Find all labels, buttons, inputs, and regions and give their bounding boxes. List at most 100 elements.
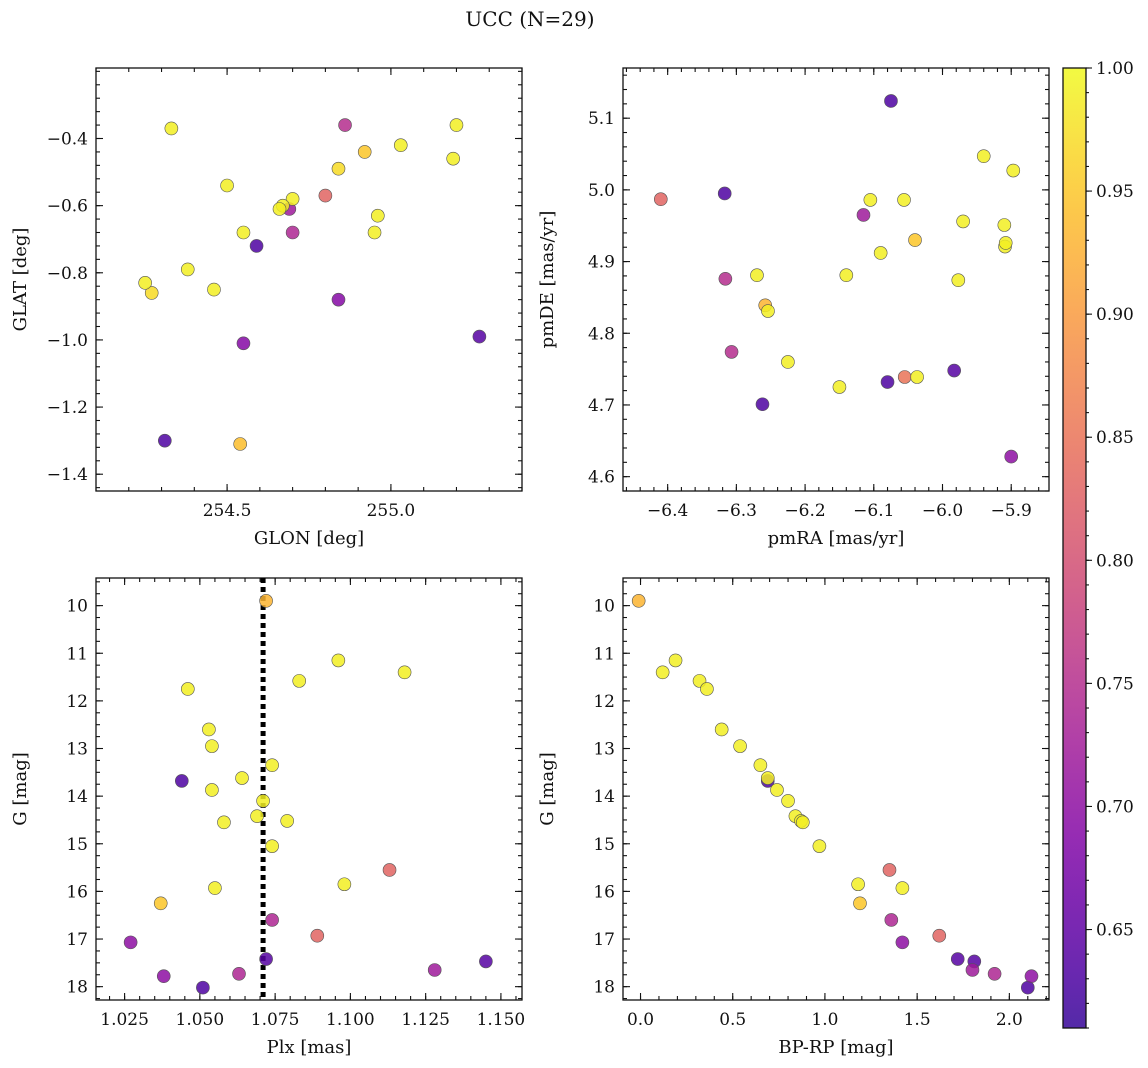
data-point [700, 682, 714, 696]
data-point [357, 145, 372, 159]
data-point [631, 594, 646, 608]
data-point [249, 239, 264, 253]
data-point [285, 192, 300, 206]
y-tick-label: 18 [593, 978, 615, 998]
data-point [812, 839, 827, 853]
data-point [856, 208, 871, 222]
y-tick-label: −1.4 [47, 465, 88, 485]
data-point [331, 653, 346, 668]
y-tick-label: 12 [593, 692, 615, 712]
data-point [733, 739, 747, 753]
data-point [196, 980, 210, 995]
data-point [153, 896, 168, 911]
data-point [910, 370, 924, 384]
data-point [331, 292, 346, 307]
x-tick-label: −6.0 [922, 501, 963, 521]
data-point [217, 815, 231, 830]
y-tick-label: 18 [66, 978, 88, 998]
y-tick-label: 14 [66, 787, 88, 807]
data-point [331, 161, 346, 176]
colorbar-tick-label: 0.80 [1096, 551, 1134, 571]
data-point [180, 262, 195, 277]
figure-title: UCC (N=29) [465, 7, 594, 31]
y-tick-label: 5.1 [588, 109, 615, 129]
x-tick-label: −5.9 [991, 501, 1032, 521]
data-point [832, 380, 847, 394]
data-point [123, 935, 138, 950]
data-point [205, 739, 219, 753]
y-tick-label: 14 [593, 787, 615, 807]
data-point [446, 151, 460, 166]
y-tick-label: 4.8 [588, 324, 615, 344]
y-tick-label: −1.2 [47, 398, 88, 418]
panel-pmra-pmde: −6.4 −6.3 −6.2 −6.1 −6.0 −5.9 4.6 4.7 4.8 4.9 5.0 5… [537, 67, 1050, 549]
plot-frame [95, 67, 523, 492]
colorbar-tick-label: 1.00 [1096, 59, 1134, 79]
data-point [479, 954, 493, 969]
colorbar-gradient [1063, 68, 1086, 1028]
data-point [236, 225, 251, 240]
data-point [318, 188, 333, 203]
data-point [895, 881, 910, 895]
data-point [951, 273, 966, 288]
x-tick-label: 1.050 [176, 1010, 225, 1030]
data-point [950, 952, 965, 966]
y-tick-label: 4.9 [588, 253, 615, 273]
data-point [655, 665, 670, 680]
x-tick-label: 0.0 [627, 1010, 654, 1030]
colorbar-tick-label: 0.75 [1096, 674, 1134, 694]
y-axis-title: G [mag] [10, 752, 31, 825]
y-tick-label: 10 [66, 597, 88, 617]
y-tick-label: −0.6 [47, 197, 88, 217]
data-point [472, 329, 487, 344]
data-point [932, 928, 947, 943]
data-point [863, 193, 878, 207]
y-tick-label: 11 [593, 644, 615, 664]
plot-frame [622, 577, 1050, 1001]
data-point [1024, 969, 1039, 983]
data-point [897, 370, 912, 384]
y-tick-label: 17 [593, 930, 615, 950]
data-point [873, 246, 888, 260]
y-axis-title: pmDE [mas/yr] [537, 211, 558, 349]
data-point [750, 268, 764, 282]
data-point [1004, 449, 1019, 464]
x-axis-title: GLON [deg] [254, 528, 364, 549]
data-point [250, 809, 264, 823]
data-point [397, 665, 412, 680]
x-tick-label: −6.3 [716, 501, 757, 521]
data-point [781, 355, 795, 369]
data-point [724, 345, 739, 359]
data-point [956, 214, 970, 229]
data-point [653, 192, 668, 207]
data-point [882, 863, 897, 877]
data-point [760, 771, 775, 785]
x-tick-label: 1.5 [904, 1010, 931, 1030]
data-point [997, 218, 1012, 232]
data-point [718, 271, 733, 286]
data-point [259, 952, 273, 966]
data-point [897, 193, 911, 207]
data-point [668, 653, 683, 668]
y-tick-label: 4.6 [588, 468, 615, 488]
x-tick-label: −6.2 [784, 501, 825, 521]
data-point [895, 935, 910, 950]
colorbar-tick-label: 0.70 [1096, 797, 1134, 817]
y-tick-label: 15 [593, 835, 615, 855]
x-tick-label: −6.1 [853, 501, 894, 521]
colorbar-tick-label: 0.90 [1096, 305, 1134, 325]
data-point [292, 674, 307, 688]
colorbar-tick-label: 0.85 [1096, 428, 1134, 448]
y-tick-label: 5.0 [588, 181, 615, 201]
data-point [265, 913, 279, 927]
y-tick-label: 15 [66, 835, 88, 855]
data-point [338, 118, 352, 132]
panel-plx-g: 1.025 1.050 1.075 1.100 1.125 1.150 10 11 12 13 14… [10, 577, 525, 1058]
data-point [207, 282, 221, 297]
panel-bprp-g: 0.0 0.5 1.0 1.5 2.0 10 11 12 13 14 15 16 17 18 BP-RP [… [537, 577, 1050, 1058]
data-point [205, 783, 219, 797]
data-point [259, 594, 273, 608]
data-point [1020, 980, 1035, 995]
data-point [880, 375, 895, 389]
